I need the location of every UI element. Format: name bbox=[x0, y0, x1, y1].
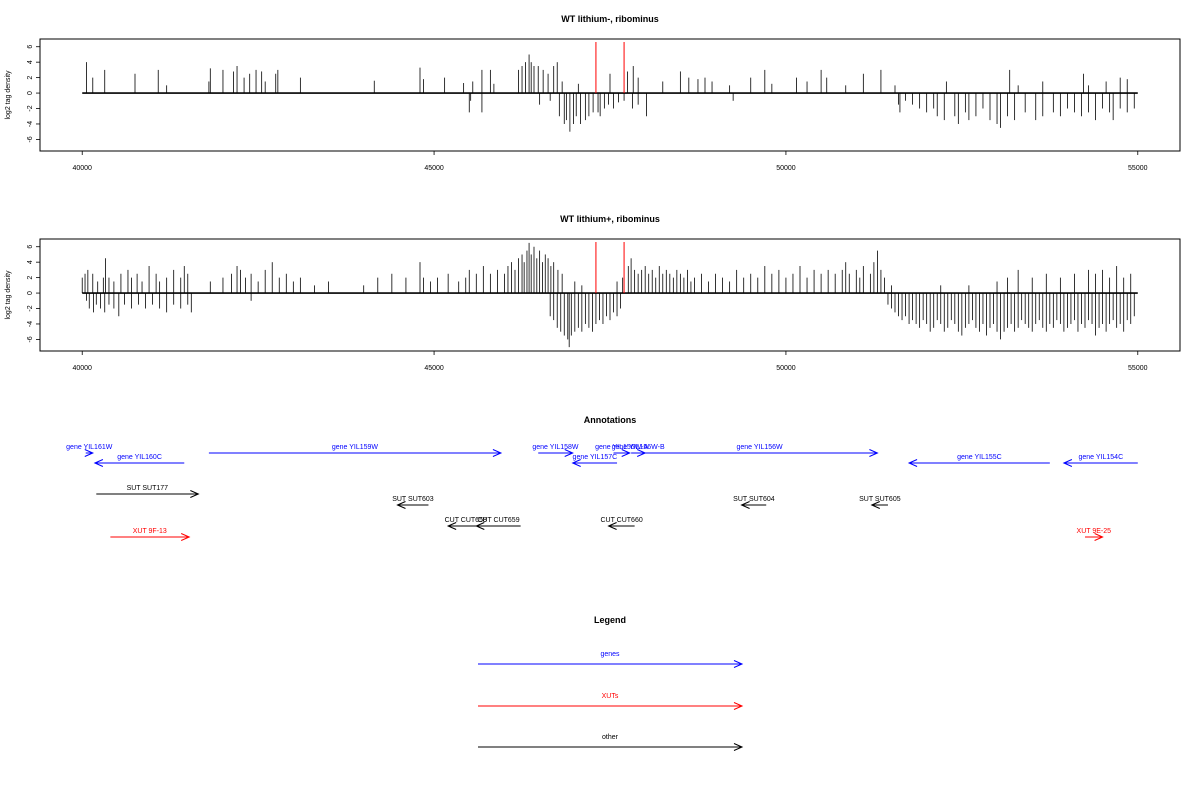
y-tick-label: 0 bbox=[27, 291, 34, 295]
feature-arrow: gene YIL160C bbox=[93, 454, 185, 467]
feature-label: gene YIL156W-B bbox=[612, 444, 665, 451]
arrow-head bbox=[1094, 533, 1104, 541]
feature-label: gene YIL156W bbox=[736, 444, 783, 451]
x-tick-label: 50000 bbox=[776, 165, 796, 172]
legend-item-label: XUTs bbox=[602, 693, 619, 700]
arrow-head bbox=[190, 490, 200, 498]
x-tick-label: 40000 bbox=[72, 165, 92, 172]
legend: Legend genes XUTs other bbox=[478, 615, 744, 751]
feature-arrow: XUT 9E-25 bbox=[1077, 528, 1112, 541]
feature-label: SUT SUT605 bbox=[859, 496, 901, 503]
feature-label: CUT CUT659 bbox=[477, 517, 519, 524]
y-tick-label: -6 bbox=[27, 336, 34, 342]
feature-label: gene YIL157C bbox=[573, 454, 618, 461]
arrow-head bbox=[93, 459, 104, 467]
feature-label: XUT 9F-13 bbox=[133, 528, 167, 535]
arrow-head bbox=[475, 522, 485, 530]
x-tick-label: 55000 bbox=[1128, 165, 1148, 172]
feature-arrow: gene YIL156W-B bbox=[612, 444, 665, 457]
feature-arrow: gene YIL156W-A bbox=[595, 444, 648, 457]
feature-arrow: gene YIL158W bbox=[532, 444, 579, 457]
y-tick-label: -4 bbox=[27, 321, 34, 327]
arrow-head bbox=[733, 660, 744, 668]
y-tick-label: 0 bbox=[27, 91, 34, 95]
x-tick-label: 40000 bbox=[72, 365, 92, 372]
arrow-head bbox=[571, 459, 581, 467]
arrow-head bbox=[396, 501, 406, 509]
arrow-head bbox=[492, 449, 503, 457]
panel-lithium-minus: WT lithium-, ribominus log2 tag density 6 4… bbox=[5, 14, 1181, 172]
arrow-head bbox=[607, 522, 617, 530]
arrow-head bbox=[740, 501, 750, 509]
legend-item: XUTs bbox=[478, 693, 744, 710]
feature-label: gene YIL160C bbox=[117, 454, 162, 461]
y-tick-label: -4 bbox=[27, 121, 34, 127]
feature-arrow: CUT CUT660 bbox=[600, 517, 643, 530]
x-tick-label: 55000 bbox=[1128, 365, 1148, 372]
arrow-head bbox=[907, 459, 918, 467]
legend-title: Legend bbox=[594, 615, 626, 625]
feature-arrow: SUT SUT605 bbox=[859, 496, 901, 509]
legend-item-label: other bbox=[602, 734, 619, 741]
y-tick-label: 2 bbox=[27, 276, 34, 280]
feature-label: SUT SUT177 bbox=[127, 485, 169, 492]
y-tick-label: -6 bbox=[27, 136, 34, 142]
legend-item: other bbox=[478, 734, 744, 751]
feature-arrow: SUT SUT603 bbox=[392, 496, 434, 509]
feature-label: CUT CUT658 bbox=[445, 517, 487, 524]
annotations-title: Annotations bbox=[584, 415, 637, 425]
y-axis-label: log2 tag density bbox=[5, 70, 12, 120]
panel-title: WT lithium+, ribominus bbox=[560, 214, 660, 224]
plot-frame bbox=[39, 38, 1181, 152]
arrow-head bbox=[446, 522, 457, 530]
feature-label: SUT SUT603 bbox=[392, 496, 434, 503]
arrow-head bbox=[870, 501, 880, 509]
arrow-head bbox=[1062, 459, 1073, 467]
feature-label: gene YIL156W-A bbox=[595, 444, 648, 451]
feature-label: gene YIL155C bbox=[957, 454, 1002, 461]
x-tick-label: 45000 bbox=[424, 165, 444, 172]
feature-label: gene YIL161W bbox=[66, 444, 113, 451]
feature-label: CUT CUT660 bbox=[600, 517, 642, 524]
legend-item-label: genes bbox=[600, 651, 620, 658]
feature-label: SUT SUT604 bbox=[733, 496, 775, 503]
feature-label: gene YIL154C bbox=[1079, 454, 1124, 461]
feature-arrow: XUT 9F-13 bbox=[110, 528, 191, 541]
arrow-head bbox=[733, 702, 744, 710]
y-tick-label: 4 bbox=[27, 260, 34, 264]
arrow-head bbox=[84, 449, 95, 457]
feature-arrow: gene YIL157C bbox=[571, 454, 618, 467]
y-tick-label: 4 bbox=[27, 60, 34, 64]
feature-label: XUT 9E-25 bbox=[1077, 528, 1112, 535]
feature-label: gene YIL158W bbox=[532, 444, 579, 451]
arrow-head bbox=[869, 449, 879, 457]
legend-item: genes bbox=[478, 651, 744, 668]
annotations-track: Annotations gene YIL161W gene YIL160C gene… bbox=[66, 415, 1138, 541]
x-tick-label: 45000 bbox=[424, 365, 444, 372]
y-tick-label: 2 bbox=[27, 76, 34, 80]
y-tick-label: -2 bbox=[27, 305, 34, 311]
x-tick-label: 50000 bbox=[776, 365, 796, 372]
panel-title: WT lithium-, ribominus bbox=[561, 14, 659, 24]
feature-arrow: gene YIL161W bbox=[66, 444, 113, 457]
y-tick-label: -2 bbox=[27, 105, 34, 111]
feature-arrow: gene YIL155C bbox=[907, 454, 1050, 467]
y-tick-label: 6 bbox=[27, 245, 34, 249]
arrow-head bbox=[621, 449, 631, 457]
feature-arrow: gene YIL159W bbox=[208, 444, 503, 457]
feature-arrow: gene YIL156W bbox=[641, 444, 879, 457]
plot-frame bbox=[39, 238, 1181, 352]
arrow-head bbox=[180, 533, 191, 541]
arrow-head bbox=[564, 449, 574, 457]
y-tick-label: 6 bbox=[27, 45, 34, 49]
panel-lithium-plus: WT lithium+, ribominus log2 tag density 6 4… bbox=[5, 214, 1181, 372]
y-axis-label: log2 tag density bbox=[5, 270, 12, 320]
feature-arrow: SUT SUT177 bbox=[96, 485, 200, 498]
feature-arrow: gene YIL154C bbox=[1062, 454, 1138, 467]
arrow-head bbox=[733, 743, 744, 751]
feature-arrow: CUT CUT659 bbox=[475, 517, 521, 530]
feature-arrow: SUT SUT604 bbox=[733, 496, 775, 509]
feature-label: gene YIL159W bbox=[332, 444, 379, 451]
